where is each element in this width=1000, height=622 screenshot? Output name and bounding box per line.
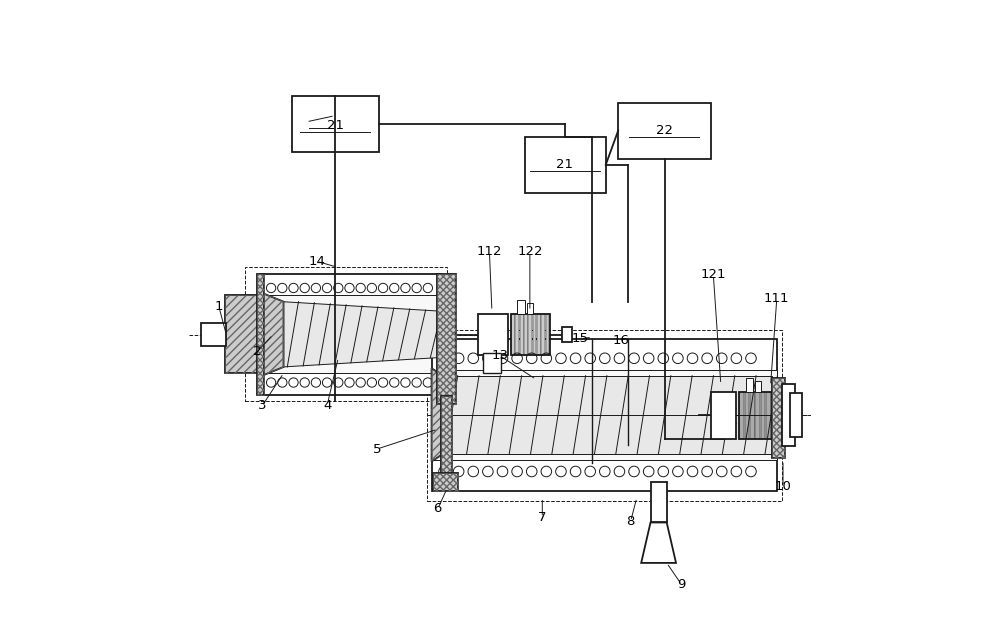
Bar: [562, 327, 572, 342]
Bar: [261, 295, 441, 373]
Bar: [761, 392, 765, 439]
Bar: [782, 384, 795, 446]
Bar: [772, 378, 785, 458]
Text: 22: 22: [656, 124, 673, 137]
Text: 122: 122: [517, 246, 543, 258]
Bar: [245, 267, 447, 401]
Text: 5: 5: [373, 443, 381, 455]
Bar: [533, 314, 536, 355]
Bar: [528, 314, 532, 355]
Bar: [433, 473, 458, 491]
Bar: [527, 303, 533, 314]
Text: 112: 112: [477, 246, 502, 258]
Bar: [432, 370, 777, 460]
Bar: [432, 339, 777, 491]
Bar: [755, 381, 761, 392]
Bar: [427, 330, 782, 501]
Bar: [483, 353, 501, 373]
Text: 111: 111: [764, 292, 790, 305]
Bar: [520, 314, 524, 355]
Text: 7: 7: [538, 511, 547, 524]
Text: 2: 2: [253, 345, 262, 358]
Text: 10: 10: [775, 480, 791, 493]
Polygon shape: [641, 522, 676, 563]
Bar: [517, 300, 525, 314]
Bar: [292, 96, 379, 152]
Bar: [739, 392, 744, 439]
Bar: [437, 274, 456, 404]
Text: 15: 15: [571, 333, 588, 345]
Text: 9: 9: [677, 578, 686, 591]
Bar: [201, 323, 226, 346]
Bar: [478, 314, 508, 355]
Bar: [766, 392, 771, 439]
Text: 14: 14: [308, 255, 325, 267]
Text: 6: 6: [434, 503, 442, 515]
Bar: [791, 409, 800, 421]
Text: 8: 8: [626, 515, 635, 527]
Bar: [651, 482, 667, 522]
Bar: [524, 314, 528, 355]
Bar: [772, 378, 785, 458]
Text: 4: 4: [323, 399, 331, 412]
Text: 1: 1: [215, 300, 223, 313]
Bar: [745, 392, 749, 439]
Bar: [441, 396, 452, 488]
Bar: [541, 314, 545, 355]
Bar: [618, 103, 711, 159]
Bar: [790, 393, 802, 437]
Bar: [257, 274, 264, 395]
Bar: [257, 274, 264, 395]
Text: 21: 21: [556, 159, 573, 171]
Polygon shape: [432, 368, 443, 462]
Text: 21: 21: [327, 119, 344, 132]
Bar: [776, 392, 781, 439]
Text: 16: 16: [613, 335, 630, 347]
Bar: [433, 473, 458, 491]
Bar: [437, 274, 456, 404]
Bar: [511, 314, 550, 355]
Bar: [711, 392, 736, 439]
Bar: [511, 314, 515, 355]
Bar: [441, 396, 452, 488]
Polygon shape: [261, 292, 284, 376]
Bar: [546, 314, 549, 355]
Bar: [739, 392, 782, 439]
Bar: [440, 376, 772, 454]
Bar: [225, 295, 261, 373]
Bar: [771, 392, 776, 439]
Bar: [746, 378, 753, 392]
Polygon shape: [282, 302, 438, 367]
Text: 121: 121: [701, 269, 726, 281]
Bar: [750, 392, 755, 439]
Bar: [261, 274, 441, 395]
Bar: [515, 314, 519, 355]
Bar: [755, 392, 760, 439]
Bar: [525, 137, 606, 193]
Bar: [537, 314, 541, 355]
Text: 13: 13: [492, 350, 509, 362]
Bar: [225, 295, 261, 373]
Text: 3: 3: [258, 399, 267, 412]
